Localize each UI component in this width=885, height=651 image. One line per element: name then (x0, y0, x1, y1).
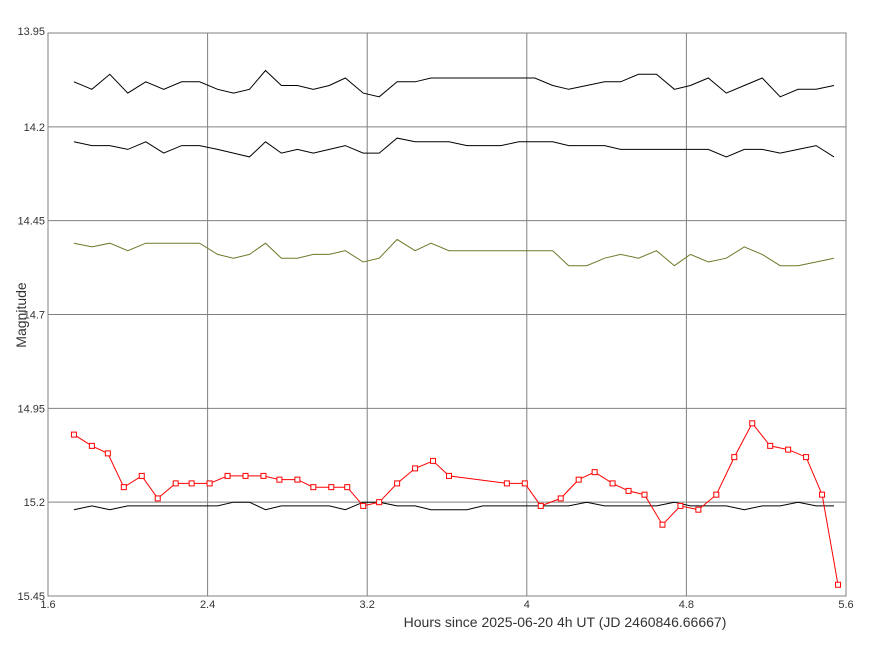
grid (47, 32, 847, 597)
x-tick-label: 2.4 (200, 599, 215, 611)
x-tick-label: 1.6 (40, 599, 55, 611)
data-point-marker (412, 465, 419, 472)
data-point-marker (659, 521, 666, 528)
data-point-marker (625, 487, 632, 494)
data-point-marker (575, 476, 582, 483)
data-point-marker (641, 491, 648, 498)
series-2 (73, 137, 835, 158)
x-tick-label: 3.2 (360, 599, 375, 611)
data-point-marker (785, 446, 792, 453)
data-point-marker (104, 450, 111, 457)
y-tick-label: 14.2 (24, 122, 45, 134)
data-point-marker (172, 480, 179, 487)
data-point-marker (360, 502, 367, 509)
data-point-marker (430, 457, 437, 464)
data-point-marker (695, 506, 702, 513)
data-point-marker (503, 480, 510, 487)
data-point-marker (224, 472, 231, 479)
series-5 (70, 420, 842, 588)
data-point-marker (188, 480, 195, 487)
data-point-marker (819, 491, 826, 498)
x-tick-label: 5.6 (838, 599, 853, 611)
data-point-marker (749, 420, 756, 427)
data-point-marker (88, 442, 95, 449)
plot-frame (47, 32, 847, 597)
series-3 (73, 238, 835, 267)
data-point-marker (310, 484, 317, 491)
data-point-marker (609, 480, 616, 487)
x-tick-label: 4 (524, 599, 530, 611)
data-point-marker (242, 472, 249, 479)
data-point-marker (731, 454, 738, 461)
data-point-marker (376, 499, 383, 506)
y-tick-label: 14.45 (17, 216, 45, 228)
series-line (73, 501, 834, 511)
series-4 (73, 501, 834, 511)
data-point-marker (713, 491, 720, 498)
data-point-marker (138, 472, 145, 479)
y-tick-label: 14.95 (17, 403, 45, 415)
data-point-marker (521, 480, 528, 487)
series-line (73, 422, 839, 585)
data-point-marker (591, 469, 598, 476)
data-point-marker (120, 484, 127, 491)
y-tick-label: 15.45 (17, 591, 45, 603)
series-1 (73, 69, 835, 98)
y-tick-label: 13.95 (17, 26, 45, 38)
data-point-marker (767, 442, 774, 449)
data-point-marker (445, 472, 452, 479)
data-point-marker (803, 454, 810, 461)
series-layer (70, 69, 842, 588)
data-point-marker (70, 431, 77, 438)
axis-ticks: 1.6 2.4 3.2 4 4.8 5.6 13.95 14.2 14.45 14.7 14.95 1… (17, 26, 853, 611)
data-point-marker (276, 476, 283, 483)
data-point-marker (537, 502, 544, 509)
data-point-marker (557, 495, 564, 502)
series-line (73, 137, 835, 158)
data-point-marker (294, 476, 301, 483)
data-point-marker (344, 484, 351, 491)
data-point-marker (394, 480, 401, 487)
data-point-marker (260, 472, 267, 479)
y-tick-label: 15.2 (24, 497, 45, 509)
y-tick-label: 14.7 (24, 310, 45, 322)
x-axis-label: Hours since 2025-06-20 4h UT (JD 2460846… (404, 614, 727, 630)
data-point-marker (677, 502, 684, 509)
data-point-marker (835, 581, 842, 588)
x-tick-label: 4.8 (679, 599, 694, 611)
series-line (73, 69, 835, 98)
data-point-marker (206, 480, 213, 487)
series-line (73, 238, 835, 267)
y-axis-label: Magnitude (13, 282, 29, 348)
data-point-marker (154, 495, 161, 502)
data-point-marker (328, 484, 335, 491)
